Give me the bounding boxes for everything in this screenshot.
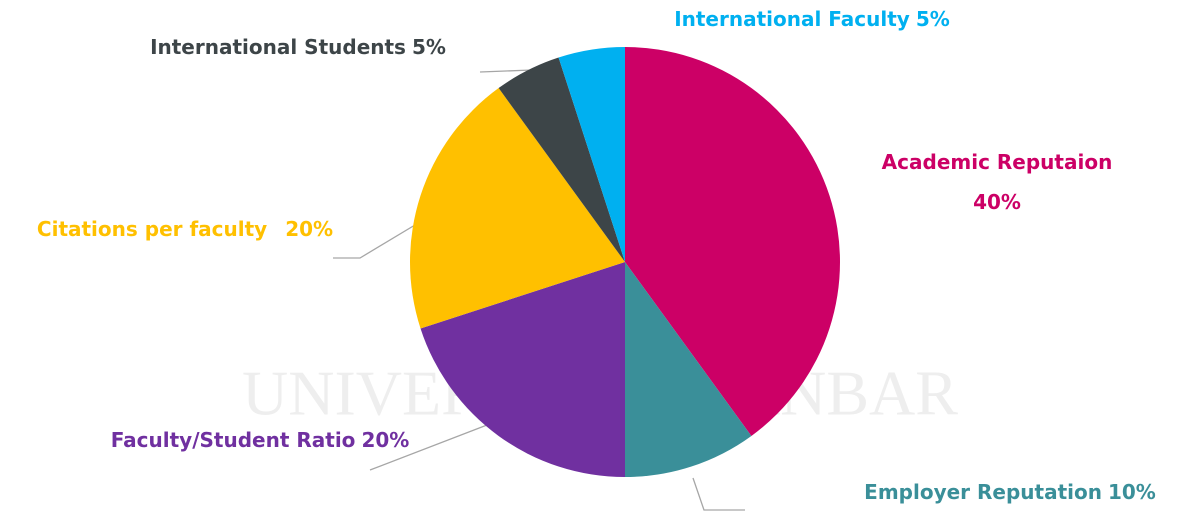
pie-slice — [558, 47, 625, 262]
data-label: Employer Reputation 10% — [864, 480, 1156, 504]
leader-line — [369, 419, 501, 471]
category-label: Employer Reputation — [864, 480, 1102, 504]
category-label: International Faculty — [674, 7, 910, 31]
value-label: 5% — [412, 35, 446, 59]
pie-slice — [409, 88, 625, 329]
pie-slice — [420, 262, 625, 477]
category-label: Faculty/Student Ratio — [111, 428, 356, 452]
data-label: Academic Reputaion 40% — [882, 150, 1113, 214]
data-label: Citations per faculty 20% — [37, 217, 333, 241]
value-label: 40% — [973, 190, 1021, 214]
category-label: Citations per faculty — [37, 217, 267, 241]
pie-slice — [625, 47, 840, 436]
data-label: Faculty/Student Ratio 20% — [111, 428, 410, 452]
category-label: Academic Reputaion — [882, 150, 1113, 174]
pie-slice — [498, 57, 625, 262]
value-label: 20% — [361, 428, 409, 452]
value-label: 20% — [285, 217, 333, 241]
value-label: 10% — [1108, 480, 1156, 504]
category-label: International Students — [150, 35, 406, 59]
data-label: International Students 5% — [150, 35, 446, 59]
leader-line — [692, 477, 745, 511]
pie-slice — [625, 262, 752, 477]
value-label: 5% — [916, 7, 950, 31]
data-label: International Faculty 5% — [674, 7, 950, 31]
leader-line — [479, 69, 533, 73]
